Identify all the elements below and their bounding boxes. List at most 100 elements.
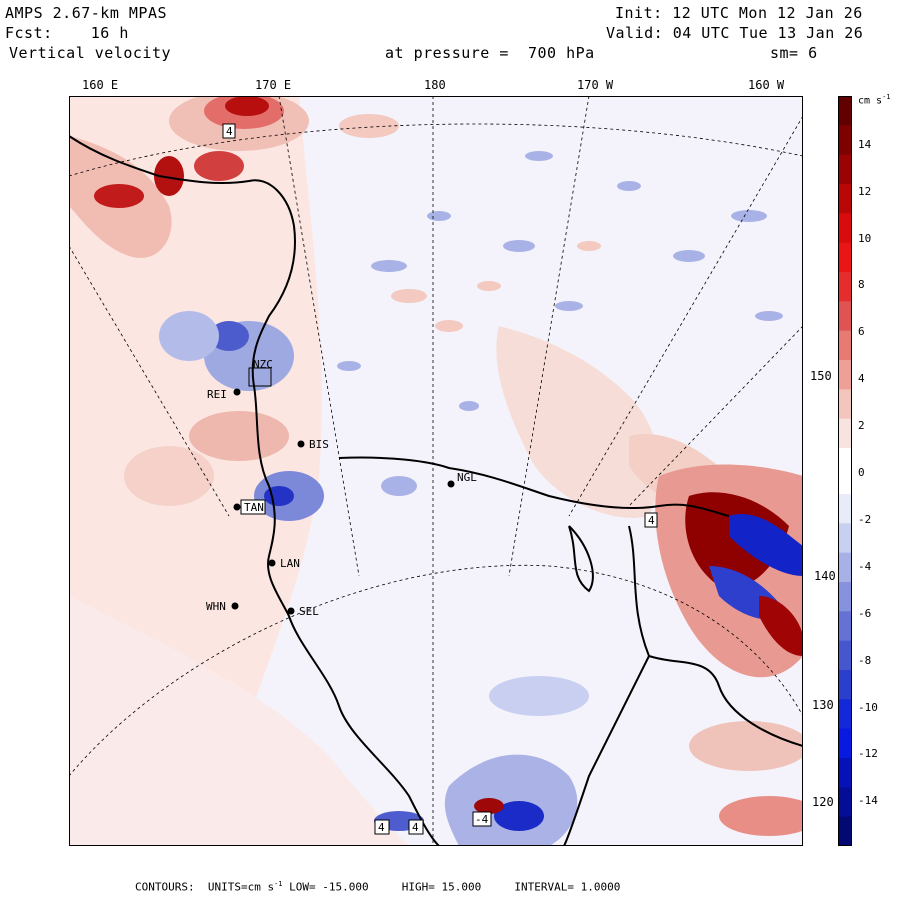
colorbar-segment-positive: [838, 360, 852, 390]
colorbar-segment-negative: [838, 582, 852, 612]
coastline-west: [69, 135, 440, 846]
forecast-hour: Fcst: 16 h: [5, 24, 129, 42]
island-outline: [568, 525, 594, 593]
descent-core-west-3: [264, 486, 294, 506]
station-bis-marker: [297, 440, 305, 448]
colorbar-segment-positive: [838, 418, 852, 449]
colorbar-segment-negative: [838, 611, 852, 642]
colorbar-segment-negative: [838, 758, 852, 788]
coastline-south: [563, 655, 650, 846]
station-rei: REI: [207, 388, 241, 401]
station-whn-marker: [231, 602, 239, 610]
pressure-level: at pressure = 700 hPa: [385, 44, 595, 62]
station-tan: TAN: [233, 499, 266, 515]
station-ngl: NGL: [447, 471, 477, 488]
valid-time: Valid: 04 UTC Tue 13 Jan 26: [606, 24, 863, 42]
graticule: [69, 96, 803, 846]
ascent-core-south: [474, 798, 504, 814]
lon-label-160w: 160 W: [748, 78, 785, 92]
colorbar-tick-label: -4: [858, 559, 872, 573]
station-nzc-marker: [248, 367, 272, 387]
colorbar-segment-negative: [838, 670, 852, 700]
colorbar-tick-label: -8: [858, 653, 872, 667]
station-tan-label: TAN: [244, 501, 264, 514]
colorbar-tick-label: 8: [858, 278, 865, 292]
colorbar-negative: [838, 494, 852, 846]
station-ngl-marker: [447, 480, 455, 488]
colorbar-segment-negative: [838, 816, 852, 846]
station-nzc: NZC: [248, 358, 273, 387]
descent-cells-ocean: [337, 151, 783, 496]
init-value: 12 UTC Mon 12 Jan 26: [672, 4, 863, 22]
stations: NZC REI BIS NGL TAN LAN WHN SEL: [206, 358, 477, 618]
footer-low-label: LOW=: [289, 880, 316, 894]
colorbar-segment-positive: [838, 301, 852, 332]
colorbar-segment-positive: [838, 184, 852, 214]
contour-footer: CONTOURS: UNITS=cm s-1 LOW= -15.000 HIGH…: [135, 880, 620, 894]
fcst-label: Fcst:: [5, 24, 53, 42]
box-label-2-frame: [644, 512, 658, 528]
footer-high-value: 15.000: [441, 880, 482, 894]
box-label-5: -4: [475, 813, 489, 826]
lat-label-150w: 150 W: [810, 369, 847, 383]
colorbar-units-exp: -1: [882, 93, 891, 101]
colorbar-segment-positive: [838, 330, 852, 361]
meridian-160w: [568, 115, 803, 517]
colorbar-segment-negative: [838, 787, 852, 818]
weak-ascent-region-south: [69, 596, 409, 846]
colorbar-segment-positive: [838, 213, 852, 244]
init-label: Init:: [615, 4, 663, 22]
footer-interval-value: 1.0000: [580, 880, 621, 894]
colorbar-units: cm s-1: [858, 93, 891, 106]
colorbar-tick-label: 6: [858, 325, 865, 339]
descent-core-west-1: [209, 321, 249, 351]
descent-core-south: [494, 801, 544, 831]
parallel-south: [69, 564, 803, 777]
station-lan: LAN: [268, 557, 300, 570]
colorbar-tick-label: -2: [858, 512, 872, 526]
colorbar-tick-label: -10: [858, 700, 878, 714]
colorbar-segment-positive: [838, 272, 852, 302]
box-label-4-frame: [408, 819, 424, 835]
colorbar-tick-label: 0: [858, 466, 865, 479]
colorbar-units-main: cm s: [858, 95, 883, 107]
colorbar-tick-label: -12: [858, 747, 878, 761]
station-lan-marker: [268, 559, 276, 567]
fcst-value: 16 h: [90, 24, 129, 42]
colorbar-segment-negative: [838, 523, 852, 554]
station-rei-label: REI: [207, 388, 227, 401]
colorbar-frame: [838, 96, 852, 846]
colorbar-segment-negative: [838, 552, 852, 583]
smoothing: sm= 6: [770, 44, 818, 62]
ascent-patch-west: [189, 411, 289, 461]
vertical-velocity-map: 4 4 4 4 -4 NZC REI BIS NGL TAN: [69, 96, 803, 846]
station-ngl-label: NGL: [457, 471, 477, 484]
ascent-core-east-2: [759, 596, 803, 656]
lon-label-170w: 170 W: [577, 78, 614, 92]
colorbar-segment-positive: [838, 242, 852, 273]
colorbar-tick-label: 10: [858, 231, 872, 245]
colorbar-segment-negative: [838, 494, 852, 524]
ascent-core-north-inner: [225, 96, 269, 116]
descent-patch-west-2: [159, 311, 219, 361]
lon-label-170e: 170 E: [255, 78, 292, 92]
ascent-patch-west-2: [124, 446, 214, 506]
station-whn: WHN: [206, 600, 239, 613]
box-label-3-frame: [374, 819, 390, 835]
colorbar-zero-band: [838, 448, 852, 494]
coastline: [69, 135, 803, 846]
station-sel-label: SEL: [299, 605, 319, 618]
colorbar-segment-positive: [838, 125, 852, 156]
ascent-patch-center: [496, 326, 660, 518]
ice-shelf-front: [338, 456, 730, 517]
box-label-1: 4: [226, 125, 233, 138]
station-tan-box: [240, 499, 266, 515]
footer-high-label: HIGH=: [401, 880, 435, 894]
colorbar-segment-negative: [838, 728, 852, 759]
pressure-value: 700 hPa: [527, 44, 595, 62]
descent-core-east-1: [729, 513, 803, 576]
lon-label-160e: 160 E: [82, 78, 119, 92]
valid-label: Valid:: [606, 24, 664, 42]
coastline-east: [628, 525, 803, 747]
contour-box-labels: 4 4 4 4 -4: [222, 123, 658, 835]
